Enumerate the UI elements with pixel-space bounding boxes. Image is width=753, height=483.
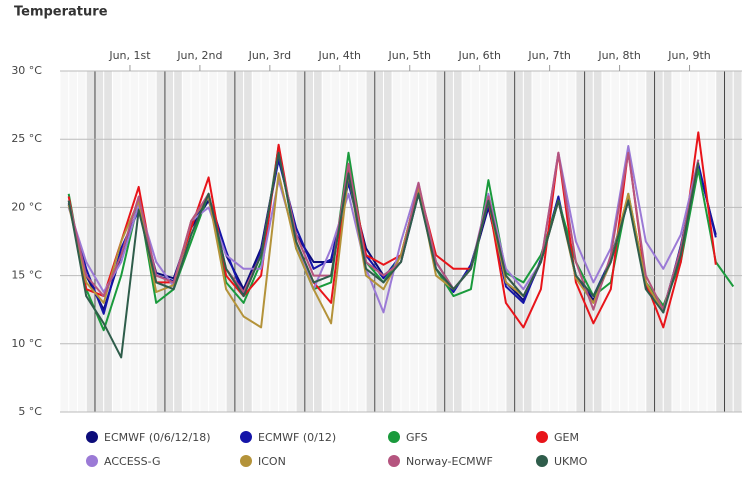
legend-marker <box>86 431 98 443</box>
series-line <box>67 163 700 329</box>
y-tick-label: 10 °C <box>11 337 42 350</box>
time-column <box>601 70 612 413</box>
time-column <box>417 70 428 413</box>
time-column <box>715 70 726 413</box>
time-column <box>199 70 210 413</box>
time-column <box>251 70 262 413</box>
time-column <box>59 70 70 413</box>
y-tick-label: 5 °C <box>18 405 42 418</box>
legend-label: GEM <box>554 431 579 444</box>
x-tick-label: Jun, 7th <box>527 49 570 62</box>
time-column <box>522 70 533 413</box>
time-column <box>409 70 419 413</box>
time-column <box>111 70 122 413</box>
y-tick-label: 15 °C <box>11 269 42 282</box>
time-column <box>662 70 673 413</box>
legend-marker <box>388 455 400 467</box>
time-column <box>697 70 708 413</box>
time-column <box>654 70 664 413</box>
time-column <box>173 70 183 413</box>
time-column <box>592 70 603 413</box>
time-column <box>645 70 656 413</box>
legend-marker <box>240 455 252 467</box>
time-column <box>619 70 629 413</box>
legend-marker <box>86 455 98 467</box>
legend-marker <box>536 431 548 443</box>
time-column <box>557 70 568 413</box>
legend-label: GFS <box>406 431 428 444</box>
x-tick-label: Jun, 4th <box>318 49 361 62</box>
y-tick-label: 25 °C <box>11 132 42 145</box>
time-column <box>313 70 323 413</box>
time-column <box>575 70 586 413</box>
time-column <box>479 70 489 413</box>
legend-label: Norway-ECMWF <box>406 455 493 468</box>
time-column <box>531 70 542 413</box>
time-column <box>505 70 516 413</box>
time-column <box>243 70 253 413</box>
time-column <box>208 70 218 413</box>
time-column <box>103 70 113 413</box>
time-column <box>225 70 236 413</box>
time-column <box>278 70 288 413</box>
time-column <box>461 70 472 413</box>
time-column <box>514 70 524 413</box>
time-column <box>304 70 315 413</box>
time-column <box>94 70 105 413</box>
legend-label: ACCESS-G <box>104 455 161 468</box>
legend-label: ECMWF (0/6/12/18) <box>104 431 211 444</box>
y-tick-label: 30 °C <box>11 64 42 77</box>
time-column <box>383 70 393 413</box>
time-column <box>549 70 559 413</box>
x-tick-label: Jun, 6th <box>457 49 500 62</box>
x-tick-label: Jun, 2nd <box>176 49 222 62</box>
series-line <box>67 151 700 311</box>
legend-marker <box>388 431 400 443</box>
time-column <box>391 70 402 413</box>
time-column <box>164 70 175 413</box>
time-column <box>689 70 699 413</box>
x-tick-label: Jun, 8th <box>597 49 640 62</box>
time-column <box>452 70 463 413</box>
time-column <box>435 70 446 413</box>
legend-label: ICON <box>258 455 286 468</box>
x-tick-label: Jun, 3rd <box>248 49 292 62</box>
time-column <box>365 70 376 413</box>
time-column <box>321 70 332 413</box>
time-column <box>234 70 245 413</box>
chart-title: Temperature <box>14 5 108 20</box>
legend-label: ECMWF (0/12) <box>258 431 336 444</box>
time-column <box>348 70 358 413</box>
time-column <box>155 70 166 413</box>
time-column <box>85 70 96 413</box>
x-tick-label: Jun, 1st <box>108 49 151 62</box>
time-column <box>724 70 734 413</box>
time-column <box>374 70 385 413</box>
x-tick-label: Jun, 9th <box>667 49 710 62</box>
y-tick-label: 20 °C <box>11 200 42 213</box>
time-column <box>444 70 454 413</box>
legend-marker <box>536 455 548 467</box>
time-column <box>584 70 594 413</box>
legend-marker <box>240 431 252 443</box>
series-line <box>67 151 700 359</box>
legend-label: UKMO <box>554 455 588 468</box>
time-column <box>732 70 743 413</box>
x-tick-label: Jun, 5th <box>388 49 431 62</box>
time-column <box>190 70 201 413</box>
